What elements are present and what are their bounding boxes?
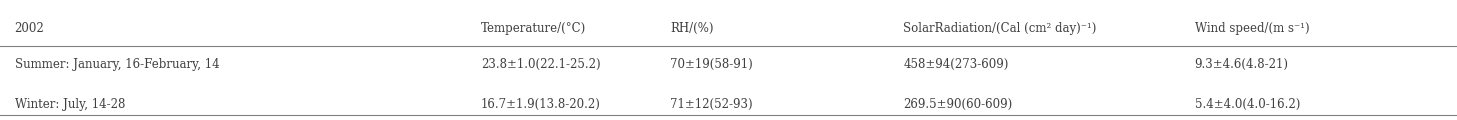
- Text: 458±94(273-609): 458±94(273-609): [903, 58, 1008, 71]
- Text: 71±12(52-93): 71±12(52-93): [670, 98, 753, 111]
- Text: RH/(%): RH/(%): [670, 22, 714, 35]
- Text: 2002: 2002: [15, 22, 44, 35]
- Text: SolarRadiation/(Cal (cm² day)⁻¹): SolarRadiation/(Cal (cm² day)⁻¹): [903, 22, 1097, 35]
- Text: 5.4±4.0(4.0-16.2): 5.4±4.0(4.0-16.2): [1195, 98, 1300, 111]
- Text: 70±19(58-91): 70±19(58-91): [670, 58, 753, 71]
- Text: Summer: January, 16-February, 14: Summer: January, 16-February, 14: [15, 58, 219, 71]
- Text: Winter: July, 14-28: Winter: July, 14-28: [15, 98, 125, 111]
- Text: 16.7±1.9(13.8-20.2): 16.7±1.9(13.8-20.2): [481, 98, 600, 111]
- Text: 23.8±1.0(22.1-25.2): 23.8±1.0(22.1-25.2): [481, 58, 600, 71]
- Text: 269.5±90(60-609): 269.5±90(60-609): [903, 98, 1013, 111]
- Text: 9.3±4.6(4.8-21): 9.3±4.6(4.8-21): [1195, 58, 1289, 71]
- Text: Wind speed/(m s⁻¹): Wind speed/(m s⁻¹): [1195, 22, 1310, 35]
- Text: Temperature/(°C): Temperature/(°C): [481, 22, 586, 35]
